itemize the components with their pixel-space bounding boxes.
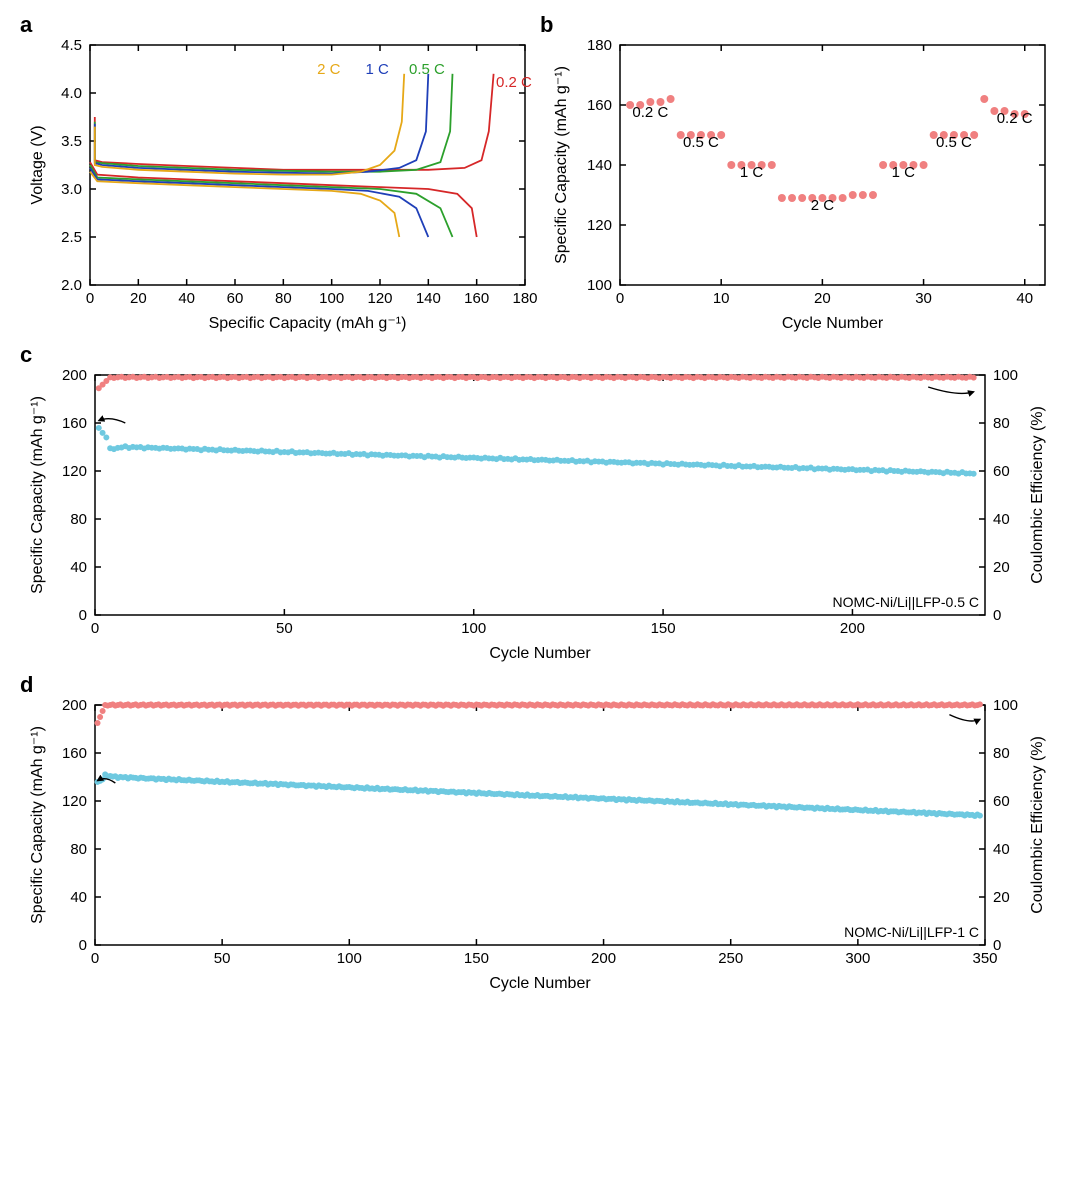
svg-text:60: 60 bbox=[993, 793, 1010, 810]
chart-a: 0 20 40 60 80 100 120 140 160 180 2.0 2.5 3.0 3.5 4.0 4… bbox=[20, 20, 540, 340]
svg-text:180: 180 bbox=[512, 290, 537, 307]
svg-text:200: 200 bbox=[591, 950, 616, 967]
svg-text:0.5 C: 0.5 C bbox=[683, 134, 719, 151]
svg-text:100: 100 bbox=[993, 367, 1018, 384]
svg-text:80: 80 bbox=[993, 745, 1010, 762]
svg-text:80: 80 bbox=[275, 290, 292, 307]
svg-text:2.0: 2.0 bbox=[61, 277, 82, 294]
svg-text:3.5: 3.5 bbox=[61, 133, 82, 150]
svg-text:300: 300 bbox=[845, 950, 870, 967]
panel-b: b 010203040100120140160180Cycle NumberSp… bbox=[540, 20, 1060, 340]
svg-text:60: 60 bbox=[227, 290, 244, 307]
svg-text:120: 120 bbox=[367, 290, 392, 307]
svg-text:4.5: 4.5 bbox=[61, 37, 82, 54]
svg-text:1 C: 1 C bbox=[366, 61, 390, 78]
svg-text:40: 40 bbox=[993, 511, 1010, 528]
svg-text:0.5 C: 0.5 C bbox=[936, 134, 972, 151]
svg-text:1 C: 1 C bbox=[892, 164, 916, 181]
svg-text:Voltage (V): Voltage (V) bbox=[29, 125, 46, 204]
svg-text:NOMC-Ni/Li||LFP-0.5 C: NOMC-Ni/Li||LFP-0.5 C bbox=[832, 594, 979, 610]
svg-text:150: 150 bbox=[464, 950, 489, 967]
svg-text:0: 0 bbox=[993, 937, 1001, 954]
svg-text:60: 60 bbox=[993, 463, 1010, 480]
panel-a: a 0204060801001201401601802.02.53.03.54.… bbox=[20, 20, 540, 340]
svg-text:100: 100 bbox=[337, 950, 362, 967]
svg-text:200: 200 bbox=[840, 620, 865, 637]
svg-text:2.5: 2.5 bbox=[61, 229, 82, 246]
svg-text:Cycle Number: Cycle Number bbox=[782, 315, 884, 332]
panel-a-label: a bbox=[20, 12, 32, 38]
svg-text:100: 100 bbox=[461, 620, 486, 637]
svg-text:160: 160 bbox=[587, 97, 612, 114]
svg-text:0: 0 bbox=[91, 950, 99, 967]
svg-text:100: 100 bbox=[587, 277, 612, 294]
svg-text:40: 40 bbox=[993, 841, 1010, 858]
svg-text:160: 160 bbox=[62, 415, 87, 432]
svg-text:40: 40 bbox=[178, 290, 195, 307]
svg-text:Specific Capacity (mAh g⁻¹): Specific Capacity (mAh g⁻¹) bbox=[29, 726, 46, 924]
panel-d: d 05010015020025030035004080120160200020… bbox=[20, 680, 1060, 1000]
svg-text:120: 120 bbox=[587, 217, 612, 234]
svg-text:1 C: 1 C bbox=[740, 164, 764, 181]
svg-text:20: 20 bbox=[814, 290, 831, 307]
svg-text:0.2 C: 0.2 C bbox=[496, 74, 532, 91]
svg-text:120: 120 bbox=[62, 793, 87, 810]
panel-d-label: d bbox=[20, 672, 33, 698]
svg-text:100: 100 bbox=[993, 697, 1018, 714]
svg-text:20: 20 bbox=[993, 889, 1010, 906]
svg-text:20: 20 bbox=[993, 559, 1010, 576]
panel-c: c 05010015020004080120160200020406080100… bbox=[20, 350, 1060, 670]
svg-text:180: 180 bbox=[587, 37, 612, 54]
svg-text:50: 50 bbox=[214, 950, 231, 967]
panel-c-label: c bbox=[20, 342, 32, 368]
svg-text:Specific Capacity (mAh g⁻¹): Specific Capacity (mAh g⁻¹) bbox=[553, 66, 570, 264]
svg-text:0: 0 bbox=[86, 290, 94, 307]
svg-text:NOMC-Ni/Li||LFP-1 C: NOMC-Ni/Li||LFP-1 C bbox=[844, 924, 979, 940]
svg-text:Coulombic Efficiency (%): Coulombic Efficiency (%) bbox=[1029, 736, 1046, 914]
svg-text:0: 0 bbox=[91, 620, 99, 637]
svg-text:4.0: 4.0 bbox=[61, 85, 82, 102]
panel-b-label: b bbox=[540, 12, 553, 38]
svg-text:0: 0 bbox=[79, 607, 87, 624]
svg-text:2 C: 2 C bbox=[317, 61, 341, 78]
svg-text:10: 10 bbox=[713, 290, 730, 307]
svg-text:0: 0 bbox=[79, 937, 87, 954]
svg-text:20: 20 bbox=[130, 290, 147, 307]
svg-text:0.2 C: 0.2 C bbox=[997, 110, 1033, 127]
svg-text:160: 160 bbox=[62, 745, 87, 762]
svg-text:100: 100 bbox=[319, 290, 344, 307]
svg-text:0.5 C: 0.5 C bbox=[409, 61, 445, 78]
svg-text:Coulombic Efficiency (%): Coulombic Efficiency (%) bbox=[1029, 406, 1046, 584]
svg-text:80: 80 bbox=[993, 415, 1010, 432]
svg-text:0: 0 bbox=[993, 607, 1001, 624]
chart-c: 05010015020004080120160200020406080100Cy… bbox=[20, 350, 1060, 670]
svg-text:80: 80 bbox=[70, 841, 87, 858]
svg-text:40: 40 bbox=[1016, 290, 1033, 307]
svg-text:0: 0 bbox=[616, 290, 624, 307]
svg-text:140: 140 bbox=[416, 290, 441, 307]
svg-text:2 C: 2 C bbox=[811, 197, 835, 214]
svg-text:160: 160 bbox=[464, 290, 489, 307]
svg-text:0.2 C: 0.2 C bbox=[632, 104, 668, 121]
svg-text:Cycle Number: Cycle Number bbox=[489, 975, 591, 992]
svg-text:200: 200 bbox=[62, 367, 87, 384]
svg-text:50: 50 bbox=[276, 620, 293, 637]
svg-text:Specific Capacity (mAh g⁻¹): Specific Capacity (mAh g⁻¹) bbox=[209, 315, 407, 332]
figure: a 0204060801001201401601802.02.53.03.54.… bbox=[20, 20, 1060, 1000]
svg-text:40: 40 bbox=[70, 559, 87, 576]
svg-text:Cycle Number: Cycle Number bbox=[489, 645, 591, 662]
svg-text:40: 40 bbox=[70, 889, 87, 906]
svg-text:3.0: 3.0 bbox=[61, 181, 82, 198]
svg-text:30: 30 bbox=[915, 290, 932, 307]
svg-text:80: 80 bbox=[70, 511, 87, 528]
svg-text:150: 150 bbox=[651, 620, 676, 637]
svg-text:Specific Capacity (mAh g⁻¹): Specific Capacity (mAh g⁻¹) bbox=[29, 396, 46, 594]
svg-text:200: 200 bbox=[62, 697, 87, 714]
chart-d: 0501001502002503003500408012016020002040… bbox=[20, 680, 1060, 1000]
svg-text:120: 120 bbox=[62, 463, 87, 480]
chart-b: 0 10 20 30 40 100 120 140 160 180 Cycle Number Spec… bbox=[540, 20, 1060, 340]
row-top: a 0204060801001201401601802.02.53.03.54.… bbox=[20, 20, 1060, 340]
svg-text:250: 250 bbox=[718, 950, 743, 967]
svg-text:140: 140 bbox=[587, 157, 612, 174]
